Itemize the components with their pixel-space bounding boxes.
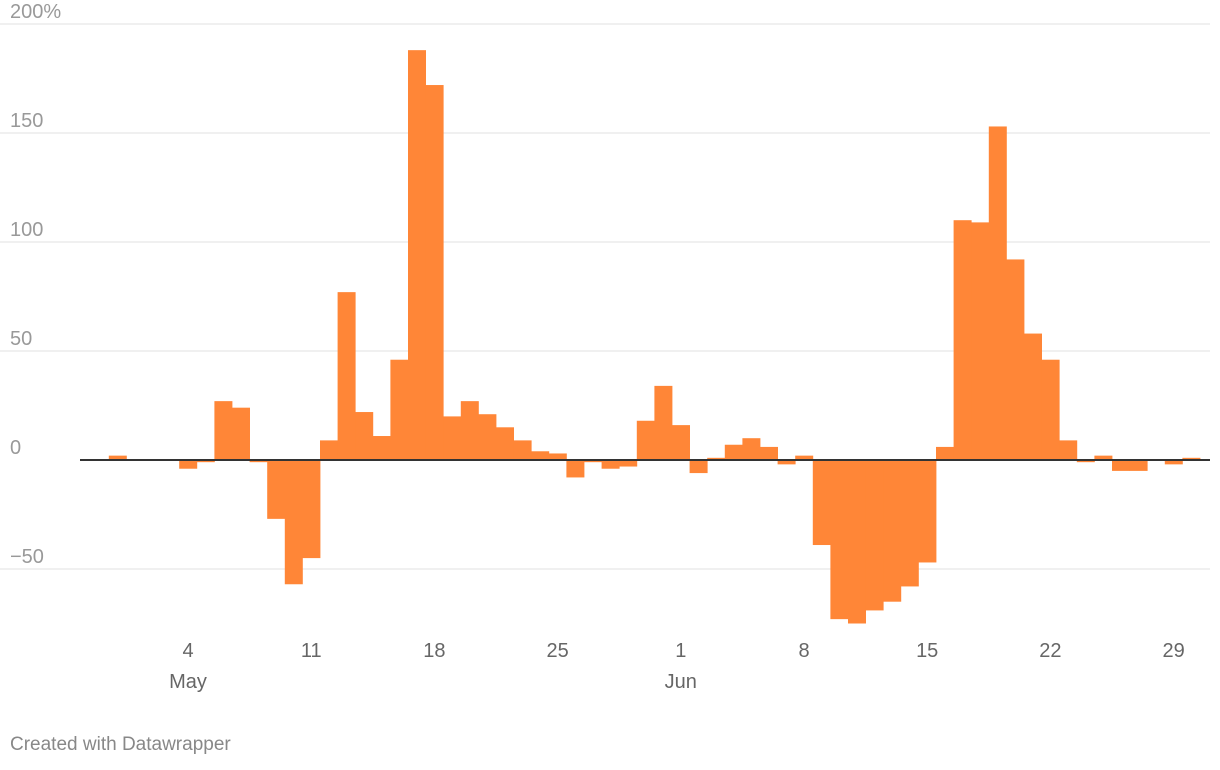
bar [284, 460, 303, 585]
bar [249, 460, 268, 463]
bar [337, 292, 356, 460]
bar [953, 220, 972, 460]
bar [936, 446, 954, 460]
bar [513, 440, 532, 460]
bar [1164, 460, 1183, 465]
bar [1129, 460, 1148, 471]
bar [531, 451, 550, 460]
bar [566, 460, 585, 478]
bar [390, 359, 409, 460]
x-tick-label: 1 [675, 640, 686, 662]
bar [267, 460, 286, 519]
bars [108, 50, 1201, 624]
x-tick-label: 8 [798, 640, 809, 662]
x-tick-label: 11 [301, 640, 322, 662]
bar [179, 460, 198, 469]
x-tick-label: 18 [423, 640, 445, 662]
bar [196, 460, 215, 463]
y-tick-label: 200% [10, 1, 61, 23]
bar [1076, 460, 1095, 463]
bar [443, 416, 462, 460]
bar [900, 460, 919, 587]
y-tick-label: 50 [10, 328, 32, 350]
y-tick-label: 0 [10, 437, 21, 459]
x-tick-label: 15 [916, 640, 938, 662]
bar [355, 412, 374, 460]
bar [496, 427, 514, 460]
bar [760, 446, 778, 460]
x-tick-label: 25 [546, 640, 568, 662]
y-tick-label: −50 [10, 546, 44, 568]
bar [672, 425, 690, 460]
bar [1041, 359, 1060, 460]
bar [601, 460, 620, 469]
bar [302, 460, 321, 559]
bar [812, 460, 831, 546]
bar [619, 460, 638, 467]
bar [689, 460, 708, 474]
bar [548, 453, 567, 460]
y-tick-label: 150 [10, 110, 43, 132]
x-tick-label: 22 [1039, 640, 1061, 662]
bar [584, 460, 602, 463]
bar [1006, 259, 1025, 460]
bar [795, 455, 814, 460]
bar [108, 455, 127, 460]
bar [320, 440, 338, 460]
y-axis-ticks: 200% 150 100 50 0 −50 [10, 1, 61, 568]
gridlines [0, 23, 1210, 570]
bar [232, 407, 250, 460]
bar [425, 85, 444, 460]
bar [724, 444, 743, 460]
bar [865, 460, 884, 611]
bar [830, 460, 849, 620]
bar [478, 414, 497, 460]
bar [848, 460, 866, 624]
bar [1112, 460, 1130, 471]
bar [1059, 440, 1078, 460]
x-tick-label: 29 [1162, 640, 1184, 662]
bar [654, 385, 673, 460]
bar [214, 401, 233, 460]
bar [971, 222, 990, 460]
x-axis-ticks: 4 May 11 18 25 1 Jun 8 15 22 29 [169, 640, 1185, 693]
x-tick-month-label: May [169, 671, 207, 693]
bar [372, 436, 391, 460]
bar [636, 420, 655, 460]
bar [1094, 455, 1113, 460]
bar [1182, 457, 1201, 460]
bar [777, 460, 796, 465]
bar [408, 50, 426, 460]
bar [707, 457, 726, 460]
bar [918, 460, 937, 563]
x-tick-label: 4 [182, 640, 193, 662]
credit-text: Created with Datawrapper [10, 734, 231, 755]
y-tick-label: 100 [10, 219, 43, 241]
bar [883, 460, 902, 602]
x-tick-month-label: Jun [665, 671, 697, 693]
bar [742, 438, 761, 460]
bar [988, 126, 1007, 461]
bar [460, 401, 479, 460]
bar [1024, 333, 1042, 460]
